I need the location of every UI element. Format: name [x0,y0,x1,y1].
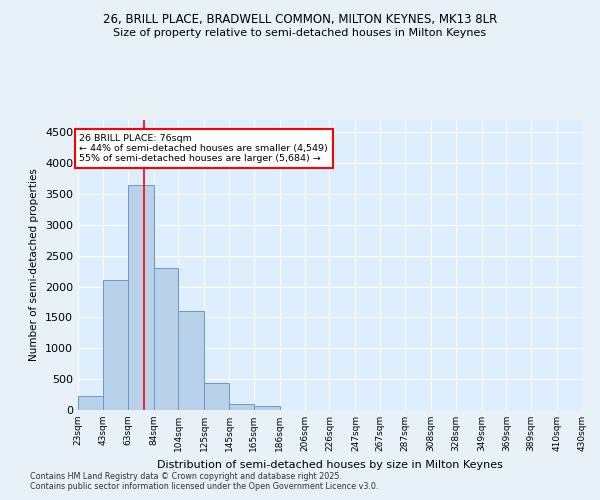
Bar [154,268,178,410]
Bar [178,312,205,410]
X-axis label: Distribution of semi-detached houses by size in Milton Keynes: Distribution of semi-detached houses by … [157,460,503,469]
Text: Size of property relative to semi-detached houses in Milton Keynes: Size of property relative to semi-detach… [113,28,487,38]
Bar [103,280,128,410]
Y-axis label: Number of semi-detached properties: Number of semi-detached properties [29,168,40,362]
Bar [205,384,229,410]
Text: Contains public sector information licensed under the Open Government Licence v3: Contains public sector information licen… [30,482,379,491]
Text: Contains HM Land Registry data © Crown copyright and database right 2025.: Contains HM Land Registry data © Crown c… [30,472,342,481]
Bar [128,185,154,410]
Text: 26, BRILL PLACE, BRADWELL COMMON, MILTON KEYNES, MK13 8LR: 26, BRILL PLACE, BRADWELL COMMON, MILTON… [103,12,497,26]
Text: 26 BRILL PLACE: 76sqm
← 44% of semi-detached houses are smaller (4,549)
55% of s: 26 BRILL PLACE: 76sqm ← 44% of semi-deta… [79,134,328,164]
Bar [78,396,103,410]
Bar [254,406,280,410]
Bar [229,404,254,410]
